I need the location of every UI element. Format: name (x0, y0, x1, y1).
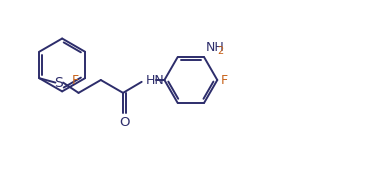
Text: S: S (54, 76, 63, 90)
Text: HN: HN (145, 73, 164, 87)
Text: O: O (119, 116, 130, 129)
Text: F: F (71, 73, 79, 87)
Text: NH: NH (206, 41, 225, 54)
Text: 2: 2 (217, 46, 223, 56)
Text: F: F (221, 73, 228, 87)
